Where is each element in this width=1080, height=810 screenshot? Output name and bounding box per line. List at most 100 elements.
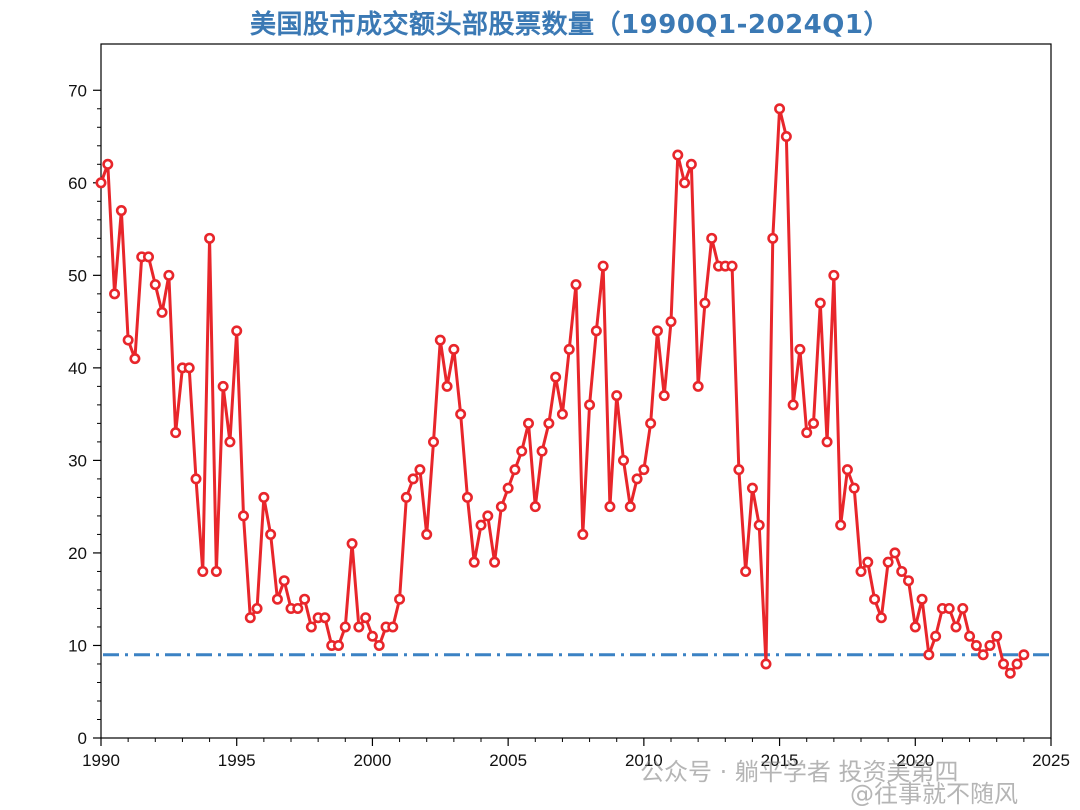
data-point [909, 621, 921, 633]
data-point [387, 621, 399, 633]
data-point [529, 501, 541, 513]
data-point [360, 612, 372, 624]
data-point [645, 417, 657, 429]
data-point [543, 417, 555, 429]
data-point [509, 464, 521, 476]
data-point [448, 343, 460, 355]
y-tick-label: 60 [68, 174, 87, 193]
data-point [394, 593, 406, 605]
data-point [482, 510, 494, 522]
x-tick-label: 2025 [1032, 751, 1070, 770]
data-point [461, 491, 473, 503]
data-point [400, 491, 412, 503]
y-axis: 0 10 20 30 40 50 60 70 [68, 81, 101, 748]
data-point [889, 547, 901, 559]
data-point [170, 427, 182, 439]
data-point [407, 473, 419, 485]
data-point [746, 482, 758, 494]
y-tick-label: 50 [68, 266, 87, 285]
series-line [99, 108, 1026, 676]
x-tick-label: 2015 [761, 751, 799, 770]
x-tick-label: 2005 [489, 751, 527, 770]
data-point [882, 556, 894, 568]
data-point [95, 177, 107, 189]
data-point [984, 639, 996, 651]
data-point [346, 538, 358, 550]
data-point [651, 325, 663, 337]
data-point [373, 639, 385, 651]
y-tick-label: 30 [68, 451, 87, 470]
data-point [319, 612, 331, 624]
data-point [244, 612, 256, 624]
data-point [685, 158, 697, 170]
data-point [916, 593, 928, 605]
data-point [631, 473, 643, 485]
data-point [997, 658, 1009, 670]
data-point [265, 528, 277, 540]
y-tick-label: 10 [68, 636, 87, 655]
data-point [217, 380, 229, 392]
data-point [271, 593, 283, 605]
data-point [421, 528, 433, 540]
data-point [672, 149, 684, 161]
data-point [109, 288, 121, 300]
data-point [224, 436, 236, 448]
data-point [821, 436, 833, 448]
data-point [570, 279, 582, 291]
data-point [855, 565, 867, 577]
data-point [658, 390, 670, 402]
watermark-weibo: @往事就不随风 [850, 780, 1018, 808]
data-point [156, 306, 168, 318]
data-point [332, 639, 344, 651]
data-point [163, 269, 175, 281]
watermark-wechat: 公众号 · 躺平学者 投资美第四 [640, 758, 959, 786]
data-point [1004, 667, 1016, 679]
data-point [584, 399, 596, 411]
data-point [251, 602, 263, 614]
data-point [231, 325, 243, 337]
data-point [624, 501, 636, 513]
data-point [489, 556, 501, 568]
y-tick-label: 70 [68, 81, 87, 100]
data-point [991, 630, 1003, 642]
data-point [278, 575, 290, 587]
data-point [129, 353, 141, 365]
data-point [869, 593, 881, 605]
data-point [115, 205, 127, 217]
data-point [1018, 649, 1030, 661]
data-point [292, 602, 304, 614]
data-point [353, 621, 365, 633]
data-point [753, 519, 765, 531]
data-point [339, 621, 351, 633]
data-point [258, 491, 270, 503]
x-tick-label: 1990 [82, 751, 120, 770]
data-point [950, 621, 962, 633]
data-point [204, 232, 216, 244]
x-axis: 1990 1995 2000 2005 2010 2015 2020 2025 [82, 738, 1070, 770]
data-point [964, 630, 976, 642]
data-point [122, 334, 134, 346]
data-point [604, 501, 616, 513]
series-group [95, 103, 1030, 679]
data-point [774, 103, 786, 115]
data-point [190, 473, 202, 485]
data-point [143, 251, 155, 263]
plot-frame [100, 43, 1052, 739]
data-point [841, 464, 853, 476]
data-point [970, 639, 982, 651]
data-point [896, 565, 908, 577]
data-point [577, 528, 589, 540]
data-point [740, 565, 752, 577]
data-point [197, 565, 209, 577]
data-point [638, 464, 650, 476]
data-point [726, 260, 738, 272]
data-point [801, 427, 813, 439]
data-point [455, 408, 467, 420]
data-point [957, 602, 969, 614]
chart-title: 美国股市成交额头部股票数量（1990Q1-2024Q1） [250, 10, 890, 40]
data-point [902, 575, 914, 587]
data-point [550, 371, 562, 383]
data-point [414, 464, 426, 476]
data-point [366, 630, 378, 642]
